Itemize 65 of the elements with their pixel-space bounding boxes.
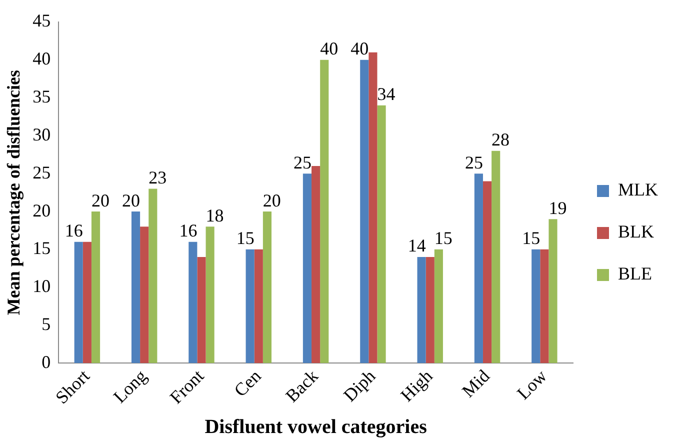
data-label: 20 <box>91 190 110 210</box>
data-label: 20 <box>262 190 281 210</box>
bar <box>197 257 206 364</box>
data-label: 16 <box>64 220 83 241</box>
bar <box>302 174 312 364</box>
bar <box>91 212 100 364</box>
bar <box>262 212 272 364</box>
bar <box>254 249 263 364</box>
bar <box>82 242 92 364</box>
data-label: 20 <box>122 190 140 210</box>
data-label: 28 <box>492 130 510 150</box>
bar <box>482 181 492 364</box>
bar <box>417 257 426 364</box>
bar <box>206 226 214 364</box>
data-label: 25 <box>464 152 483 172</box>
bar <box>74 242 83 364</box>
bar <box>532 249 540 364</box>
x-tick-label: Cen <box>230 366 265 400</box>
bar <box>474 174 483 364</box>
x-tick-label: High <box>396 366 436 406</box>
legend-label: BLE <box>618 264 652 284</box>
data-label: 14 <box>408 236 426 256</box>
data-label: 19 <box>548 198 567 218</box>
data-label: 40 <box>350 38 369 59</box>
data-label: 40 <box>320 38 338 59</box>
y-tick-label: 15 <box>32 238 51 258</box>
y-tick-label: 10 <box>32 276 51 296</box>
data-label: 16 <box>179 220 198 241</box>
bar <box>540 249 549 364</box>
x-axis-title: Disfluent vowel categories <box>204 416 428 438</box>
data-label: 25 <box>294 152 312 172</box>
bar <box>246 249 254 364</box>
data-label: 15 <box>522 228 540 248</box>
bar <box>188 242 198 364</box>
bar <box>360 60 369 364</box>
data-label: 15 <box>434 228 452 248</box>
bar <box>434 249 443 364</box>
bar <box>312 166 320 364</box>
y-axis-title: Mean percentage of disfluencies <box>3 70 24 316</box>
y-tick-label: 35 <box>32 86 51 107</box>
x-tick-label: Low <box>513 366 551 404</box>
legend-label: MLK <box>618 180 658 200</box>
bar <box>548 219 558 364</box>
y-tick-label: 5 <box>42 314 51 334</box>
y-tick-label: 30 <box>32 124 51 144</box>
bar <box>131 212 140 364</box>
legend-label: BLK <box>618 222 654 242</box>
y-tick-label: 40 <box>32 48 51 69</box>
x-tick-label: Mid <box>458 366 494 402</box>
data-label: 15 <box>236 228 254 248</box>
bar <box>377 105 386 364</box>
bar <box>492 150 500 364</box>
y-tick-label: 20 <box>32 200 51 220</box>
bar <box>368 52 378 364</box>
data-label: 18 <box>206 205 224 226</box>
bar <box>320 60 329 364</box>
data-label: 34 <box>377 84 396 104</box>
bar <box>148 188 158 364</box>
bar <box>140 226 149 364</box>
data-label: 23 <box>148 168 167 188</box>
x-tick-label: Diph <box>340 366 380 406</box>
bar <box>426 257 434 364</box>
y-tick-label: 0 <box>42 352 51 372</box>
y-tick-label: 45 <box>32 10 51 31</box>
y-tick-label: 25 <box>32 162 51 182</box>
